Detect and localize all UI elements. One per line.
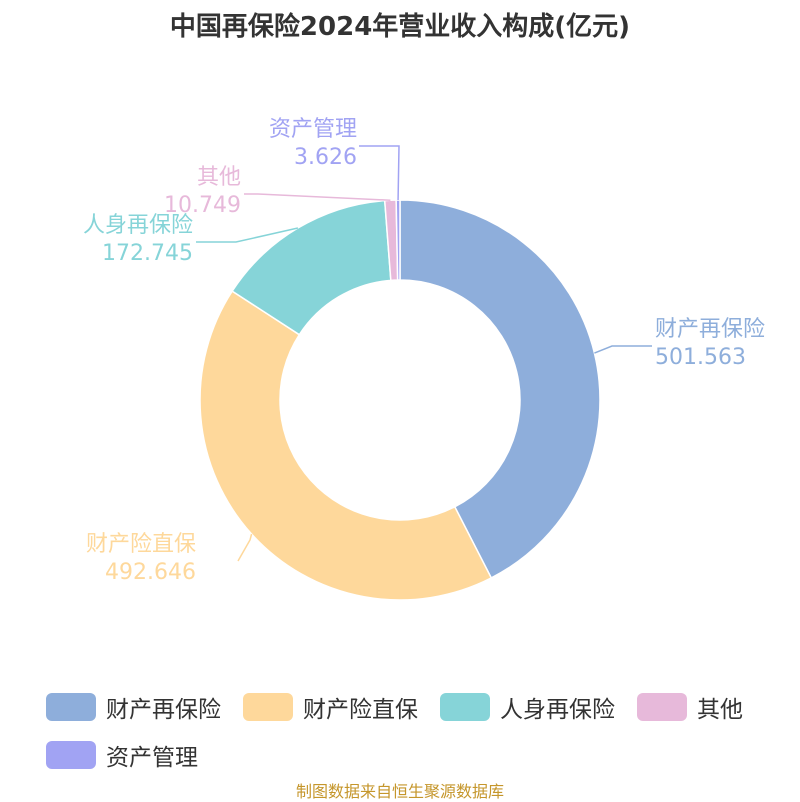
leader-line-5 [359,145,400,201]
legend-label-3: 人身再保险 [500,697,615,723]
legend-swatch-4 [637,693,687,721]
legend-item-1[interactable]: 财产再保险 [46,688,221,726]
slice-label-name-3: 人身再保险 [83,213,193,238]
chart-title: 中国再保险2024年营业收入构成(亿元) [169,12,631,42]
legend-swatch-5 [46,741,96,769]
slice-label-value-1: 501.563 [655,345,746,370]
source-note: 制图数据来自恒生聚源数据库 [295,782,504,801]
leader-line-3 [196,227,299,243]
legend-swatch-3 [440,693,490,721]
leader-line-2 [237,533,253,562]
leader-line-4 [244,193,391,201]
pie-slice-1[interactable] [399,199,601,579]
slice-label-value-3: 172.745 [102,241,193,266]
slice-label-value-2: 492.646 [105,560,196,585]
pie-slice-2[interactable] [199,290,493,601]
legend-item-4[interactable]: 其他 [637,688,743,726]
slice-label-name-4: 其他 [197,165,241,190]
legend: 财产再保险 财产险直保 人身再保险 其他资产管理 [46,688,766,784]
slice-label-name-1: 财产再保险 [655,317,765,342]
slice-label-value-5: 3.626 [294,145,357,170]
slice-label-name-2: 财产险直保 [86,532,196,557]
legend-label-4: 其他 [697,697,743,723]
slice-label-value-4: 10.749 [164,193,241,218]
legend-item-3[interactable]: 人身再保险 [440,688,615,726]
legend-item-2[interactable]: 财产险直保 [243,688,418,726]
legend-swatch-1 [46,693,96,721]
pie-slice-5[interactable] [395,199,401,281]
leader-line-1 [594,345,652,354]
legend-label-5: 资产管理 [106,745,198,771]
legend-label-1: 财产再保险 [106,697,221,723]
legend-label-2: 财产险直保 [303,697,418,723]
legend-item-5[interactable]: 资产管理 [46,736,198,774]
legend-swatch-2 [243,693,293,721]
slice-label-name-5: 资产管理 [269,117,357,142]
